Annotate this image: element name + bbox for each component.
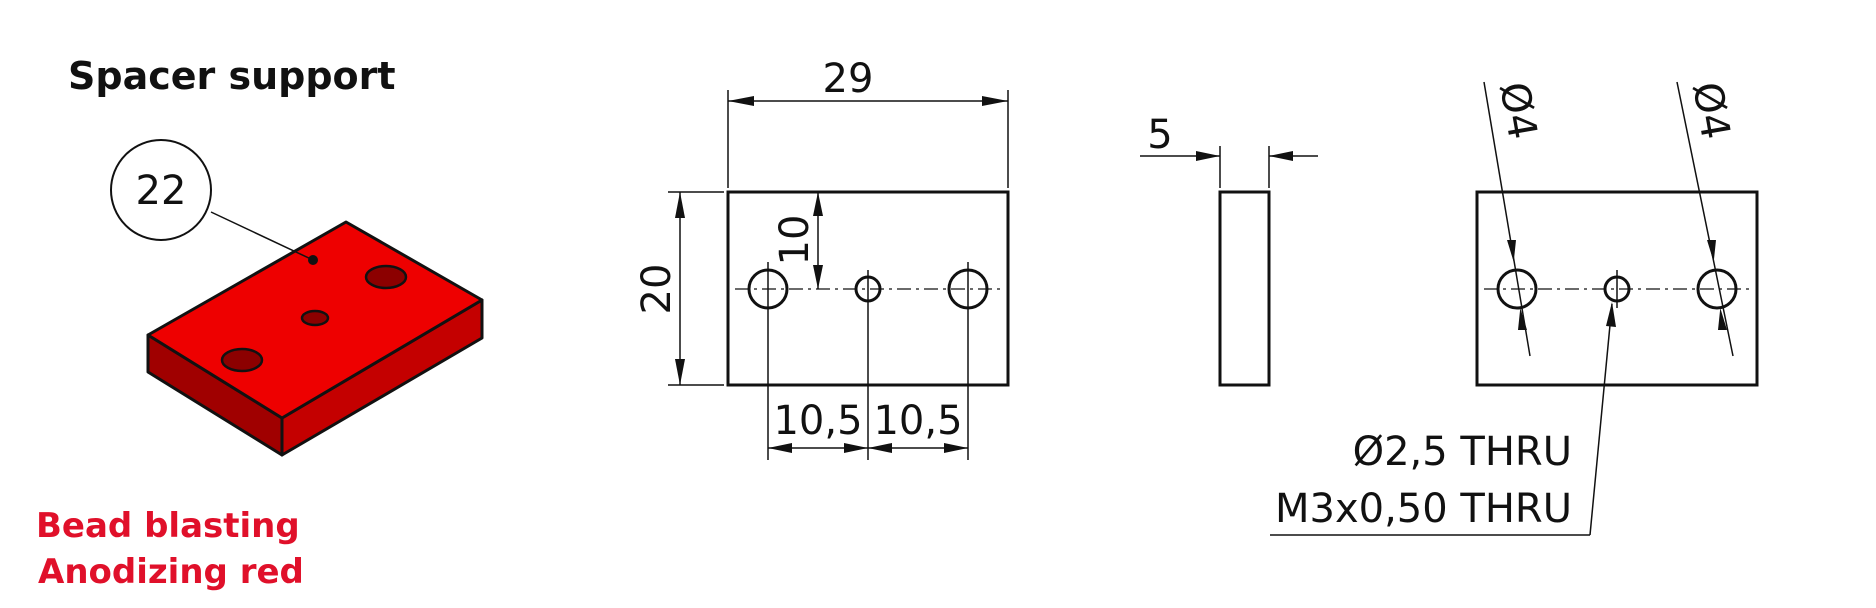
- isometric-view: 22: [110, 139, 484, 457]
- height-value: 20: [634, 264, 680, 315]
- item-balloon: [110, 139, 212, 241]
- side-view-outline: [1218, 190, 1271, 387]
- spacing-arrow-1: [768, 443, 792, 453]
- callout-leader: [1589, 303, 1613, 536]
- thickness-arrow-left: [1196, 151, 1220, 161]
- finish-note-1: Bead blasting: [36, 506, 300, 546]
- dia-left-leader: [1483, 81, 1531, 357]
- dia-right-leader: [1676, 81, 1734, 357]
- finish-note-2: Anodizing red: [38, 552, 304, 592]
- thickness-arrow-right: [1269, 151, 1293, 161]
- dia-right-arrow-top: [1707, 240, 1716, 262]
- side-view: 5: [1140, 112, 1318, 387]
- callout-arrow: [1606, 302, 1616, 327]
- iso-hole-left: [220, 347, 264, 373]
- offset-value: 10: [772, 215, 818, 266]
- balloon-leader: [210, 211, 314, 261]
- length-value: 29: [823, 56, 874, 102]
- hole-view: Ø4 Ø4 Ø2,5 THRU M3x0,50 THRU: [1270, 79, 1759, 536]
- drawing-title: Spacer support: [68, 54, 396, 98]
- iso-hole-right: [364, 264, 408, 290]
- offset-arrow-top: [813, 192, 823, 216]
- item-number: 22: [136, 168, 187, 214]
- height-arrow-bottom: [675, 359, 685, 385]
- length-arrow-left: [728, 96, 754, 106]
- front-view: 29 20 10 10,5 10,5: [634, 56, 1010, 460]
- dia-left-arrow-bottom: [1518, 308, 1527, 330]
- thickness-value: 5: [1147, 112, 1172, 158]
- dia-right-arrow-bottom: [1718, 308, 1727, 330]
- spacing-arrow-3: [868, 443, 892, 453]
- spacing-left-value: 10,5: [773, 398, 862, 444]
- callout-line-1: Ø2,5 THRU: [1353, 429, 1572, 475]
- iso-hole-center: [300, 309, 330, 327]
- spacing-arrow-2: [844, 443, 868, 453]
- spacing-right-value: 10,5: [873, 398, 962, 444]
- dia-left-arrow-top: [1507, 240, 1516, 262]
- height-arrow-top: [675, 192, 685, 218]
- length-arrow-right: [982, 96, 1008, 106]
- callout-line-2: M3x0,50 THRU: [1275, 486, 1572, 532]
- balloon-leader-dot: [308, 255, 318, 265]
- dia-left-value: Ø4: [1490, 79, 1545, 143]
- spacing-arrow-4: [944, 443, 968, 453]
- hole-view-outline: [1475, 190, 1759, 387]
- offset-arrow-bottom: [813, 265, 823, 289]
- dia-right-value: Ø4: [1683, 79, 1738, 143]
